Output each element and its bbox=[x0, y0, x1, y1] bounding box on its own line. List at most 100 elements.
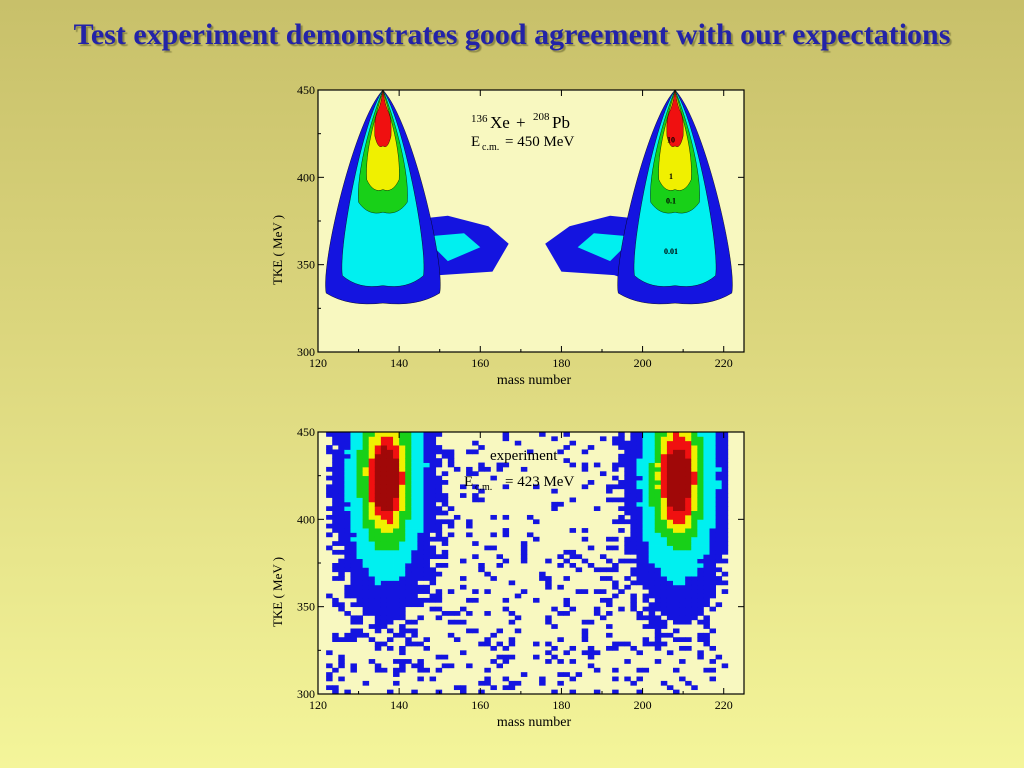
heatmap-cell bbox=[697, 440, 704, 446]
heatmap-cell bbox=[648, 445, 656, 450]
heatmap-cell bbox=[654, 471, 662, 477]
heatmap-cell bbox=[660, 471, 668, 477]
heatmap-cell bbox=[539, 576, 546, 581]
heatmap-cell bbox=[557, 672, 564, 677]
heatmap-cell bbox=[460, 576, 467, 581]
heatmap-cell bbox=[435, 432, 443, 437]
heatmap-cell bbox=[533, 597, 540, 603]
heatmap-cell bbox=[703, 567, 710, 573]
heatmap-cell bbox=[545, 576, 552, 581]
heatmap-cell bbox=[386, 462, 394, 468]
heatmap-cell bbox=[612, 641, 619, 647]
heatmap-cell bbox=[648, 619, 656, 625]
heatmap-cell bbox=[593, 506, 601, 511]
heatmap-cell bbox=[666, 432, 674, 437]
heatmap-cell bbox=[356, 628, 364, 634]
heatmap-cell bbox=[380, 501, 388, 507]
heatmap-cell bbox=[429, 536, 437, 542]
heatmap-cell bbox=[386, 567, 394, 573]
heatmap-cell bbox=[679, 449, 686, 455]
heatmap-cell bbox=[478, 567, 485, 573]
heatmap-cell bbox=[709, 567, 716, 573]
heatmap-cell bbox=[350, 514, 357, 520]
heatmap-cell bbox=[587, 654, 595, 660]
heatmap-cell bbox=[666, 632, 674, 638]
heatmap-cell bbox=[405, 488, 412, 494]
heatmap-cell bbox=[685, 571, 692, 577]
heatmap-cell bbox=[630, 432, 637, 437]
heatmap-cell bbox=[380, 545, 388, 551]
heatmap-cell bbox=[441, 493, 449, 498]
heatmap-cell bbox=[344, 536, 351, 542]
heatmap-cell bbox=[721, 523, 729, 529]
heatmap-cell bbox=[393, 432, 400, 437]
heatmap-cell bbox=[466, 519, 473, 525]
heatmap-cell bbox=[673, 558, 680, 564]
heatmap-cell bbox=[642, 541, 650, 546]
heatmap-cell bbox=[338, 606, 345, 612]
heatmap-cell bbox=[642, 519, 650, 525]
heatmap-cell bbox=[472, 484, 479, 490]
heatmap-cell bbox=[423, 440, 430, 446]
heatmap-cell bbox=[691, 440, 698, 446]
heatmap-cell bbox=[350, 497, 357, 503]
heatmap-cell bbox=[423, 519, 430, 525]
heatmap-cell bbox=[386, 510, 394, 516]
heatmap-cell bbox=[496, 641, 503, 647]
heatmap-cell bbox=[393, 554, 400, 560]
axis-border bbox=[317, 89, 745, 353]
heatmap-cell bbox=[380, 554, 388, 560]
heatmap-cell bbox=[660, 497, 668, 503]
reaction-label: 136 Xe + 208 Pb bbox=[471, 111, 570, 132]
heatmap-cell bbox=[393, 514, 400, 520]
heatmap-cell bbox=[606, 567, 613, 573]
heatmap-cell bbox=[417, 466, 424, 472]
heatmap-cell bbox=[539, 571, 546, 577]
heatmap-cell bbox=[563, 576, 570, 581]
heatmap-cell bbox=[709, 528, 716, 533]
heatmap-cell bbox=[612, 645, 619, 651]
heatmap-cell bbox=[593, 667, 601, 673]
heatmap-cell bbox=[502, 645, 510, 651]
heatmap-cell bbox=[368, 659, 376, 664]
heatmap-cell bbox=[545, 659, 552, 664]
heatmap-cell bbox=[660, 510, 668, 516]
heatmap-cell bbox=[599, 567, 607, 573]
heatmap-cell bbox=[685, 541, 692, 546]
heatmap-cell bbox=[697, 523, 704, 529]
heatmap-cell bbox=[356, 545, 364, 551]
heatmap-cell bbox=[642, 449, 650, 455]
heatmap-cell bbox=[673, 567, 680, 573]
heatmap-cell bbox=[356, 528, 364, 533]
heatmap-cell bbox=[624, 519, 631, 525]
heatmap-cell bbox=[368, 554, 376, 560]
heatmap-cell bbox=[411, 628, 418, 634]
heatmap-cell bbox=[332, 519, 339, 525]
heatmap-cell bbox=[356, 506, 364, 511]
heatmap-cell bbox=[721, 449, 729, 455]
heatmap-cell bbox=[575, 672, 583, 677]
heatmap-cell bbox=[606, 624, 613, 629]
heatmap-cell bbox=[466, 471, 473, 477]
heatmap-cell bbox=[508, 685, 516, 691]
heatmap-cell bbox=[356, 493, 364, 498]
heatmap-cell bbox=[380, 558, 388, 564]
x-tick-label: 140 bbox=[390, 356, 408, 370]
heatmap-cell bbox=[405, 558, 412, 564]
heatmap-cell bbox=[721, 471, 729, 477]
heatmap-cell bbox=[417, 506, 424, 511]
heatmap-cell bbox=[350, 545, 357, 551]
heatmap-cell bbox=[545, 558, 552, 564]
heatmap-cell bbox=[709, 519, 716, 525]
heatmap-cell bbox=[332, 567, 339, 573]
heatmap-cell bbox=[593, 689, 601, 695]
heatmap-cell bbox=[435, 510, 443, 516]
heatmap-cell bbox=[520, 589, 528, 594]
heatmap-cell bbox=[380, 597, 388, 603]
heatmap-cell bbox=[648, 593, 656, 599]
heatmap-cell bbox=[654, 576, 662, 581]
heatmap-cell bbox=[703, 462, 710, 468]
heatmap-cell bbox=[660, 541, 668, 546]
heatmap-cell bbox=[490, 475, 497, 481]
